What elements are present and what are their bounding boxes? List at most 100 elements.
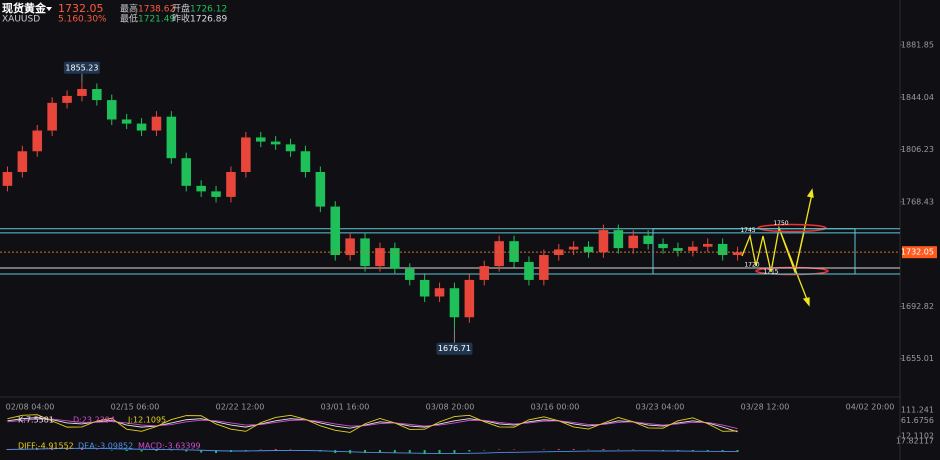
- macd-readout: MACD:-3.63399: [138, 442, 201, 451]
- candle-body: [568, 246, 579, 250]
- candle-body: [345, 238, 355, 256]
- macd-bar: [244, 450, 247, 451]
- y-tick-label: 1768.43: [901, 197, 934, 206]
- x-tick-label: 04/02 20:00: [846, 403, 895, 412]
- candle-body: [732, 252, 743, 256]
- macd-bar: [110, 450, 113, 451]
- candle-body: [658, 243, 668, 249]
- candle-body: [449, 288, 460, 318]
- prev-value: 1726.89: [190, 15, 227, 25]
- candle-body: [390, 248, 400, 269]
- candle-body: [553, 249, 564, 256]
- target-label: 1745: [740, 227, 755, 234]
- projection: [741, 188, 814, 307]
- macd-bar: [676, 450, 679, 451]
- macd-tick-label: 17.82117: [896, 437, 934, 446]
- macd-bar: [542, 449, 545, 450]
- candle-body: [151, 116, 162, 131]
- x-tick-label: 03/28 12:00: [741, 403, 790, 412]
- macd-bar: [125, 450, 128, 452]
- candle-body: [643, 235, 653, 244]
- candle-body: [673, 248, 683, 251]
- range-box: [652, 228, 856, 275]
- target-label: 1720: [744, 261, 759, 268]
- candle-body: [404, 268, 415, 280]
- dropdown-icon[interactable]: [46, 7, 52, 11]
- kdj-tick-label: 61.6756: [901, 416, 934, 425]
- candle-body: [464, 279, 475, 318]
- extreme-label: 1855.23: [65, 63, 98, 72]
- last-price-tag-label: 1732.05: [901, 248, 934, 257]
- candle-body: [226, 172, 236, 197]
- macd-readout: DEA:-3.09852: [78, 442, 133, 451]
- macd-bar: [557, 448, 560, 450]
- candle-body: [539, 255, 549, 280]
- kdj-line: [7, 417, 738, 433]
- kdj-line: [7, 418, 738, 429]
- y-tick-label: 1844.04: [901, 93, 934, 102]
- open-label: 开盘: [172, 3, 190, 15]
- macd-bar: [185, 450, 188, 452]
- macd-bar: [662, 450, 665, 451]
- kdj-tick-label: 111.241: [901, 406, 934, 415]
- extreme-box: [63, 61, 100, 74]
- dea-line: [7, 447, 738, 454]
- macd-bar: [200, 450, 203, 453]
- high-value: 1738.62: [138, 5, 175, 15]
- extreme-box: [436, 342, 473, 355]
- candle-body: [166, 116, 177, 159]
- candle-body: [92, 89, 102, 101]
- candle-body: [121, 119, 132, 124]
- macd-bar: [632, 449, 635, 450]
- candle-body: [613, 230, 624, 249]
- instrument-name[interactable]: 现货黄金: [2, 1, 47, 15]
- candle-body: [285, 144, 296, 152]
- macd-bar: [289, 449, 292, 450]
- resistance-ellipse: [757, 223, 827, 233]
- macd-bar: [364, 450, 367, 454]
- macd-bar: [617, 449, 620, 450]
- macd-bar: [602, 448, 605, 450]
- candle-body: [241, 137, 251, 173]
- macd-bar: [438, 450, 441, 454]
- projection-down: [778, 227, 809, 303]
- extreme-label: 1676.71: [438, 344, 471, 353]
- macd-bar: [453, 450, 456, 454]
- macd-readout: DIFF:-4.91552: [18, 442, 74, 451]
- x-tick-label: 03/08 20:00: [426, 403, 475, 412]
- last-price: 1732.05: [58, 2, 104, 15]
- low-value: 1721.49: [138, 15, 175, 25]
- macd-bar: [587, 449, 590, 450]
- macd-bar: [259, 449, 262, 450]
- candle-body: [270, 141, 281, 145]
- macd-bar: [483, 450, 486, 451]
- candle-body: [47, 102, 57, 131]
- x-tick-label: 03/01 16:00: [321, 403, 370, 412]
- candle-body: [330, 206, 341, 256]
- candle-body: [136, 123, 147, 131]
- macd-bar: [706, 450, 709, 452]
- candle-body: [255, 137, 266, 142]
- candle-body: [688, 246, 698, 251]
- macd-bar: [691, 450, 694, 452]
- low-label: 最低: [120, 13, 138, 25]
- macd-bar: [378, 450, 381, 453]
- candle-body: [315, 172, 326, 207]
- candle-body: [583, 246, 594, 253]
- macd-bar: [66, 447, 69, 450]
- candle-body: [300, 151, 311, 173]
- y-tick-label: 1655.01: [901, 354, 934, 363]
- candle-body: [479, 266, 490, 280]
- y-tick-label: 1881.85: [901, 40, 934, 49]
- candle-body: [77, 89, 87, 96]
- macd-bar: [140, 450, 143, 452]
- last-price-tag: [902, 246, 937, 259]
- candle-body: [434, 288, 445, 297]
- candle-body: [181, 158, 192, 186]
- candle-body: [598, 230, 609, 253]
- kdj-readout: K:7.5581: [18, 416, 54, 425]
- target-label: 1750: [773, 220, 788, 227]
- candle-body: [62, 95, 72, 103]
